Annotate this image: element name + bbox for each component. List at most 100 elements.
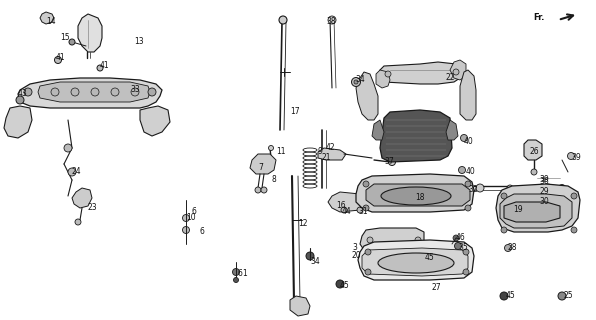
Circle shape — [352, 77, 361, 86]
Text: 22: 22 — [445, 74, 455, 83]
Polygon shape — [356, 72, 378, 120]
Circle shape — [111, 88, 119, 96]
Text: 7: 7 — [258, 164, 263, 172]
Text: 23: 23 — [88, 204, 98, 212]
Text: 14: 14 — [46, 18, 55, 27]
Text: 20: 20 — [352, 252, 362, 260]
Circle shape — [269, 146, 274, 150]
Circle shape — [354, 80, 358, 84]
Text: 39: 39 — [571, 154, 581, 163]
Text: 30: 30 — [539, 197, 549, 206]
Polygon shape — [376, 70, 390, 88]
Circle shape — [453, 235, 459, 241]
Circle shape — [363, 205, 369, 211]
Polygon shape — [356, 174, 474, 212]
Polygon shape — [40, 12, 54, 24]
Circle shape — [365, 269, 371, 275]
Circle shape — [131, 88, 139, 96]
Circle shape — [531, 169, 537, 175]
Circle shape — [415, 237, 421, 243]
Polygon shape — [504, 202, 560, 222]
Text: 46: 46 — [456, 234, 465, 243]
Text: 41: 41 — [56, 53, 66, 62]
Circle shape — [385, 71, 391, 77]
Circle shape — [182, 214, 190, 221]
Circle shape — [75, 219, 81, 225]
Circle shape — [69, 39, 75, 45]
Text: 31: 31 — [358, 207, 368, 217]
Circle shape — [571, 227, 577, 233]
Text: 36: 36 — [539, 178, 549, 187]
Text: 21: 21 — [322, 154, 331, 163]
Circle shape — [453, 69, 459, 75]
Text: 13: 13 — [134, 37, 144, 46]
Circle shape — [365, 249, 371, 255]
Text: 24: 24 — [72, 167, 82, 177]
Circle shape — [279, 16, 287, 24]
Ellipse shape — [378, 253, 454, 273]
Text: 44: 44 — [342, 207, 352, 217]
Circle shape — [367, 237, 373, 243]
Text: 11: 11 — [276, 148, 285, 156]
Polygon shape — [18, 78, 162, 108]
Circle shape — [567, 153, 575, 159]
Text: 9: 9 — [318, 148, 323, 156]
Text: 17: 17 — [290, 108, 300, 116]
Text: 45: 45 — [425, 253, 434, 262]
Text: 32: 32 — [468, 186, 477, 195]
Circle shape — [336, 280, 344, 288]
Circle shape — [91, 88, 99, 96]
Circle shape — [182, 227, 190, 234]
Circle shape — [501, 193, 507, 199]
Ellipse shape — [381, 187, 451, 205]
Polygon shape — [446, 120, 458, 140]
Polygon shape — [290, 296, 310, 316]
Polygon shape — [372, 120, 384, 140]
Circle shape — [363, 181, 369, 187]
Text: 45: 45 — [340, 282, 350, 291]
Polygon shape — [358, 240, 474, 280]
Polygon shape — [360, 228, 424, 252]
Text: 8: 8 — [272, 175, 277, 185]
Text: 3: 3 — [352, 244, 357, 252]
Circle shape — [328, 16, 336, 24]
Circle shape — [306, 252, 314, 260]
Circle shape — [544, 184, 552, 192]
Text: 28: 28 — [508, 244, 517, 252]
Circle shape — [24, 88, 32, 96]
Circle shape — [507, 185, 513, 191]
Text: 12: 12 — [298, 220, 308, 228]
Polygon shape — [78, 14, 102, 52]
Circle shape — [463, 249, 469, 255]
Circle shape — [476, 184, 484, 192]
Text: 25: 25 — [563, 292, 573, 300]
Text: 1: 1 — [242, 269, 247, 278]
Circle shape — [255, 187, 261, 193]
Circle shape — [504, 244, 511, 252]
Circle shape — [500, 292, 508, 300]
Text: 34: 34 — [310, 258, 319, 267]
Polygon shape — [250, 154, 276, 174]
Text: 29: 29 — [539, 188, 549, 196]
Polygon shape — [378, 62, 462, 84]
Circle shape — [458, 166, 465, 173]
Text: 18: 18 — [415, 194, 424, 203]
Circle shape — [501, 227, 507, 233]
Text: 19: 19 — [513, 205, 523, 214]
Text: 40: 40 — [466, 167, 476, 177]
Text: 6: 6 — [200, 228, 205, 236]
Circle shape — [426, 254, 434, 262]
Polygon shape — [380, 110, 452, 162]
Text: 27: 27 — [432, 284, 442, 292]
Text: 35: 35 — [458, 244, 468, 252]
Circle shape — [234, 277, 238, 283]
Text: 6: 6 — [192, 207, 197, 217]
Text: 26: 26 — [530, 148, 539, 156]
Polygon shape — [500, 194, 572, 228]
Circle shape — [232, 268, 240, 276]
Text: 43: 43 — [18, 90, 28, 99]
Circle shape — [341, 207, 347, 213]
Circle shape — [571, 193, 577, 199]
Polygon shape — [460, 70, 476, 120]
Text: 16: 16 — [336, 202, 346, 211]
